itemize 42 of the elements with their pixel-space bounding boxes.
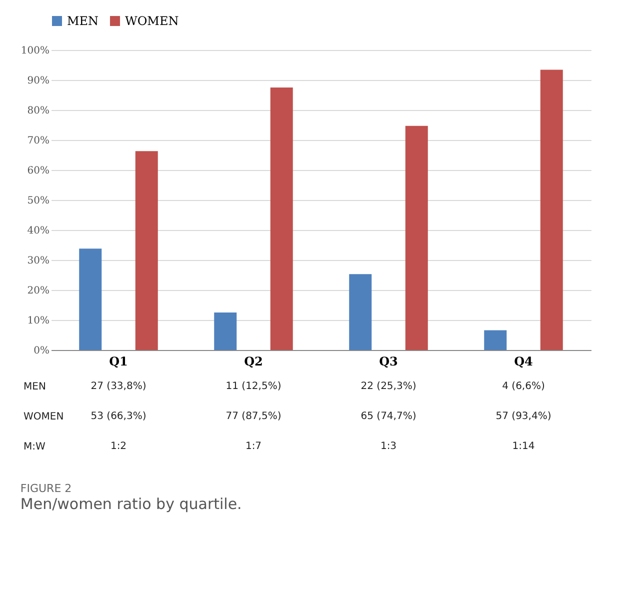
bar bbox=[540, 70, 563, 350]
legend-label: WOMEN bbox=[125, 14, 179, 28]
y-tick-label: 40% bbox=[27, 226, 50, 236]
data-label: 22 (25,3%) bbox=[360, 381, 416, 392]
text: 1:14 bbox=[512, 441, 535, 452]
y-tick-label: 80% bbox=[27, 106, 50, 116]
x-tick-label: Q1 bbox=[109, 354, 128, 368]
bar bbox=[349, 274, 372, 350]
data-label: 27 (33,8%) bbox=[90, 381, 146, 392]
text: MEN bbox=[24, 382, 46, 392]
data-label: 77 (87,5%) bbox=[226, 411, 282, 422]
text: 1:2 bbox=[110, 441, 127, 452]
bar bbox=[79, 248, 102, 350]
y-tick-label: 30% bbox=[27, 256, 50, 266]
y-tick-label: 90% bbox=[27, 76, 50, 86]
y-tick-label: 20% bbox=[27, 286, 50, 296]
x-tick-label: Q3 bbox=[379, 354, 398, 368]
text: Men/women ratio by quartile. bbox=[20, 495, 242, 513]
bar bbox=[270, 88, 293, 350]
bar bbox=[484, 330, 507, 350]
text: 1:3 bbox=[380, 441, 397, 452]
y-tick-label: 0% bbox=[34, 346, 50, 356]
x-tick-label: Q2 bbox=[244, 354, 263, 368]
text: WOMEN bbox=[24, 412, 64, 422]
data-label: 4 (6,6%) bbox=[502, 381, 545, 392]
text: 1:7 bbox=[245, 441, 262, 452]
text: M:W bbox=[24, 442, 46, 452]
y-tick-label: 70% bbox=[27, 136, 50, 146]
y-tick-label: 60% bbox=[27, 166, 50, 176]
y-tick-label: 10% bbox=[27, 316, 50, 326]
y-tick-label: 50% bbox=[27, 196, 50, 206]
caption: FIGURE 2 bbox=[20, 482, 72, 495]
x-tick-label: Q4 bbox=[514, 354, 533, 368]
data-label: 53 (66,3%) bbox=[90, 411, 146, 422]
y-tick-label: 100% bbox=[20, 46, 50, 56]
data-label: 11 (12,5%) bbox=[226, 381, 282, 392]
data-label: 65 (74,7%) bbox=[360, 411, 416, 422]
data-label: 57 (93,4%) bbox=[496, 411, 552, 422]
bar bbox=[135, 151, 158, 350]
bar bbox=[214, 312, 237, 350]
bar bbox=[405, 126, 428, 350]
legend-label: MEN bbox=[67, 14, 99, 28]
